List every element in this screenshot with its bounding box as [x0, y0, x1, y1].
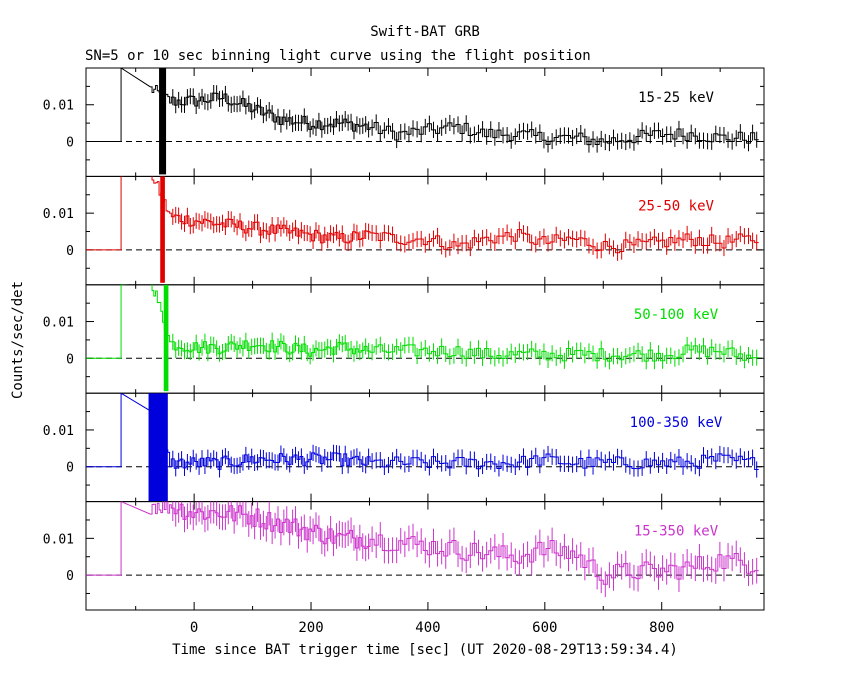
x-tick-label: 800: [649, 620, 674, 636]
y-tick-label: 0.01: [43, 532, 74, 547]
series-line: [86, 501, 759, 585]
band-label: 15-350 keV: [634, 524, 719, 540]
burst-spike: [160, 176, 165, 283]
panels-group: 0 0.01 15-25 keV 0 0.01 25-50 keV 0 0.01 50-100 …: [43, 67, 765, 636]
panel-0: 0 0.01 15-25 keV: [43, 67, 765, 177]
series-line: [86, 284, 759, 362]
panel-4: 0 0.01 15-350 keV: [43, 501, 765, 611]
panel-1: 0 0.01 25-50 keV: [43, 175, 765, 286]
y-tick-label: 0.01: [43, 424, 74, 439]
panel-3: 0 0.01 100-350 keV: [43, 392, 765, 503]
band-label: 50-100 keV: [634, 307, 719, 323]
y-axis-label: Counts/sec/det: [10, 281, 26, 399]
y-tick-label: 0.01: [43, 99, 74, 114]
burst-spike: [159, 68, 167, 175]
series-group: [86, 176, 759, 283]
y-tick-label: 0: [66, 569, 74, 584]
y-tick-label: 0.01: [43, 207, 74, 222]
y-tick-label: 0: [66, 135, 74, 150]
band-label: 25-50 keV: [638, 198, 714, 214]
band-label: 100-350 keV: [630, 415, 723, 431]
burst-spike: [148, 393, 168, 502]
x-tick-label: 600: [532, 620, 557, 636]
x-tick-label: 200: [298, 620, 323, 636]
burst-spike: [163, 284, 169, 392]
series-group: [86, 68, 759, 175]
y-tick-label: 0: [66, 244, 74, 259]
series-line: [86, 176, 759, 254]
y-tick-label: 0: [66, 352, 74, 367]
x-tick-label: 0: [190, 620, 198, 636]
series-line: [86, 393, 759, 470]
panel-frame: [85, 501, 765, 611]
series-group: [86, 393, 759, 502]
x-tick-label: 400: [415, 620, 440, 636]
y-tick-label: 0: [66, 461, 74, 476]
panel-2: 0 0.01 50-100 keV: [43, 284, 765, 394]
panel-frame: [85, 392, 765, 503]
panel-frame: [85, 284, 765, 394]
series-group: [86, 501, 759, 598]
series-group: [86, 284, 759, 392]
chart-title: Swift-BAT GRB: [370, 24, 480, 40]
y-tick-label: 0.01: [43, 316, 74, 331]
series-line: [86, 68, 759, 146]
panel-frame: [85, 175, 765, 286]
chart-subtitle: SN=5 or 10 sec binning light curve using…: [85, 48, 591, 64]
x-axis-label: Time since BAT trigger time [sec] (UT 20…: [172, 642, 678, 658]
band-label: 15-25 keV: [638, 90, 714, 106]
